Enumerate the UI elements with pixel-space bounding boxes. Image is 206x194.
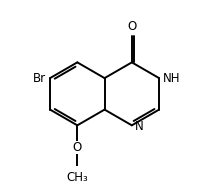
Text: N: N — [135, 120, 144, 133]
Text: NH: NH — [163, 72, 181, 85]
Text: CH₃: CH₃ — [67, 171, 88, 184]
Text: O: O — [127, 20, 136, 33]
Text: Br: Br — [33, 72, 46, 85]
Text: O: O — [73, 141, 82, 154]
